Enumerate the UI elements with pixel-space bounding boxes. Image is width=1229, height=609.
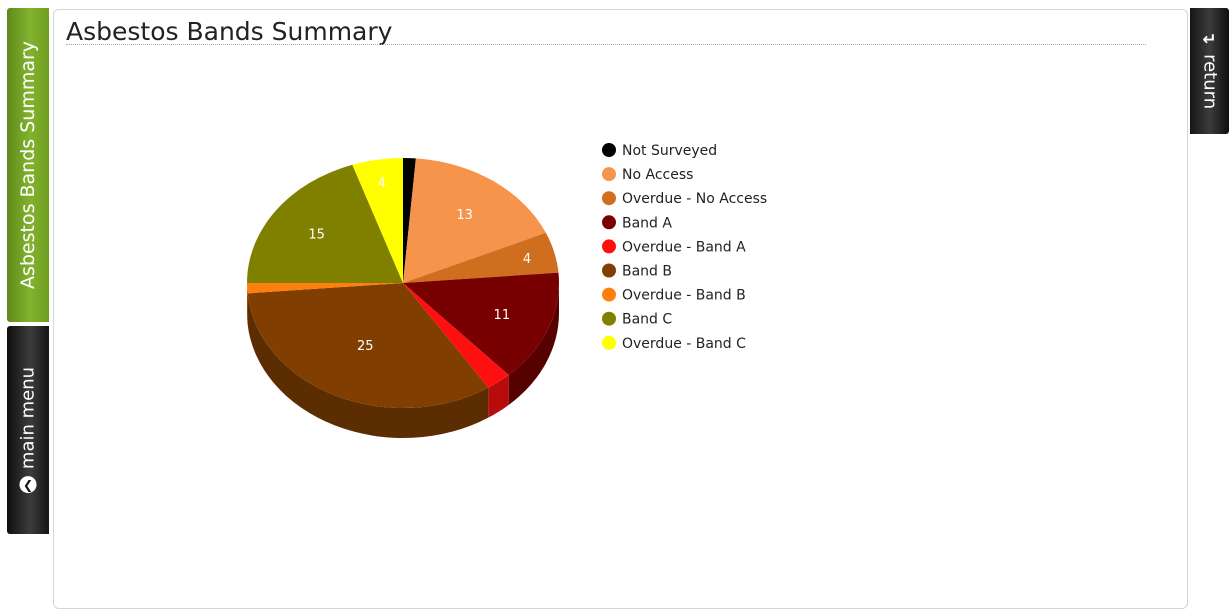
chart-legend: Not Surveyed No Access Overdue - No Access… xyxy=(602,143,767,352)
legend-label-1[interactable]: No Access xyxy=(622,167,693,183)
legend-marker-4 xyxy=(602,239,616,254)
legend-label-0[interactable]: Not Surveyed xyxy=(622,143,717,159)
pie-slice-3[interactable] xyxy=(403,272,559,375)
pie-slice-6[interactable] xyxy=(247,283,403,294)
legend-marker-3 xyxy=(602,215,616,230)
legend-marker-8 xyxy=(602,335,616,350)
legend-label-7[interactable]: Band C xyxy=(622,312,672,328)
legend-label-3[interactable]: Band A xyxy=(622,215,672,231)
return-tab[interactable]: ↵ return xyxy=(1190,8,1229,134)
pie-slice-1[interactable] xyxy=(403,158,546,283)
legend-marker-7 xyxy=(602,311,616,326)
legend-label-4[interactable]: Overdue - Band A xyxy=(622,239,746,255)
pie-slice-7[interactable] xyxy=(247,164,403,283)
legend-marker-5 xyxy=(602,263,616,278)
slice-value-label-2: 4 xyxy=(523,252,531,267)
legend-label-2[interactable]: Overdue - No Access xyxy=(622,191,767,207)
pie-side-5 xyxy=(247,293,489,438)
pie-side-4 xyxy=(488,374,509,418)
slice-value-label-1: 13 xyxy=(456,208,473,223)
pie-side-group xyxy=(247,283,559,438)
asbestos-summary-tab[interactable]: Asbestos Bands Summary xyxy=(7,8,49,322)
pie-side-3 xyxy=(508,283,559,405)
pie-slice-0[interactable] xyxy=(403,158,416,283)
slice-value-label-3: 11 xyxy=(494,308,511,323)
legend-label-5[interactable]: Band B xyxy=(622,264,672,280)
legend-label-6[interactable]: Overdue - Band B xyxy=(622,288,746,304)
slice-value-label-5: 25 xyxy=(357,339,374,354)
content-panel: Asbestos Bands Summary xyxy=(53,9,1188,609)
pie-slice-2[interactable] xyxy=(403,232,559,283)
legend-label-8[interactable]: Overdue - Band C xyxy=(622,336,746,352)
pie-side-6 xyxy=(247,283,248,324)
pie-top-group xyxy=(247,158,559,409)
legend-marker-6 xyxy=(602,287,616,302)
main-menu-tab[interactable]: ❮ main menu xyxy=(7,326,49,534)
pie-slice-5[interactable] xyxy=(247,283,489,409)
title-divider xyxy=(66,44,1146,45)
pie-slice-8[interactable] xyxy=(352,158,403,283)
legend-marker-2 xyxy=(602,191,616,206)
slice-value-label-7: 15 xyxy=(308,228,325,243)
pie-slice-4[interactable] xyxy=(403,283,509,388)
pie-chart: 13 4 11 25 15 4 Not Surveyed No Access Overdue -… xyxy=(247,143,767,438)
slice-value-label-8: 4 xyxy=(378,176,386,191)
legend-marker-1 xyxy=(602,167,616,182)
legend-marker-0 xyxy=(602,143,616,157)
page-title: Asbestos Bands Summary xyxy=(66,17,393,46)
